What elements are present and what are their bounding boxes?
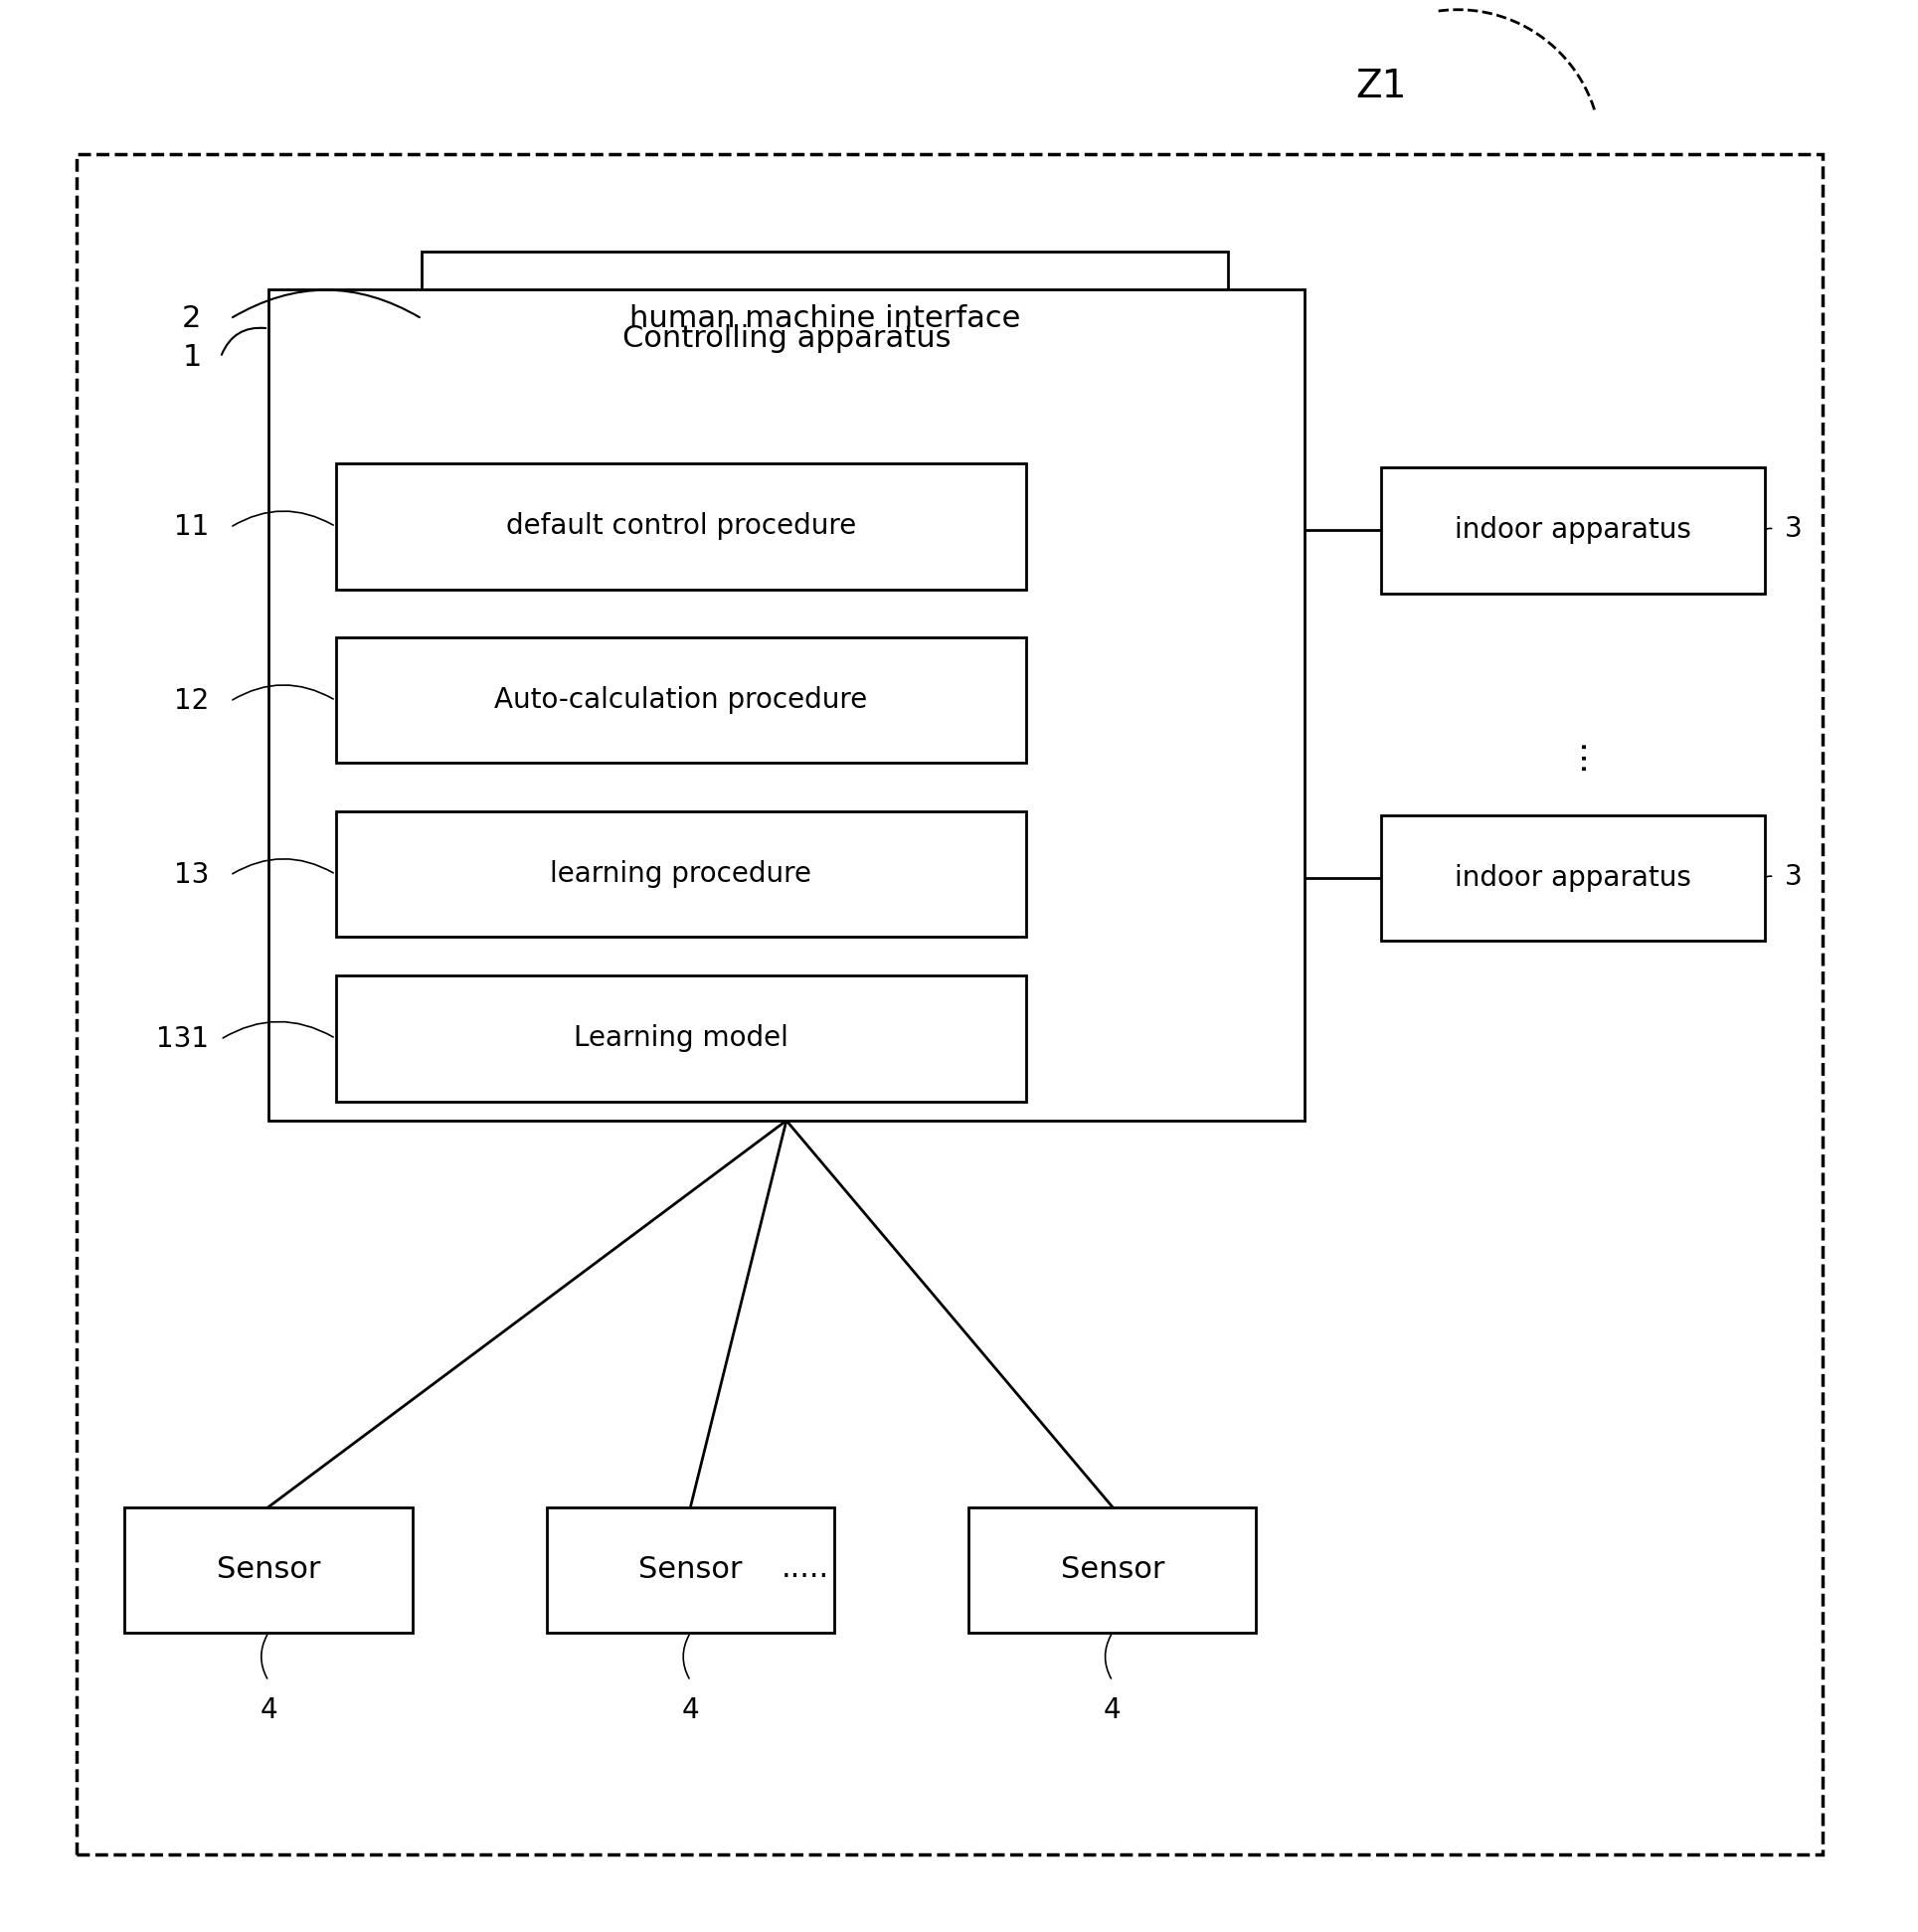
Text: indoor apparatus: indoor apparatus <box>1454 864 1692 893</box>
Text: Controlling apparatus: Controlling apparatus <box>621 325 951 352</box>
FancyBboxPatch shape <box>269 290 1304 1121</box>
FancyBboxPatch shape <box>336 976 1026 1101</box>
Text: Auto-calculation procedure: Auto-calculation procedure <box>495 686 867 715</box>
FancyBboxPatch shape <box>1381 815 1765 941</box>
Text: 131: 131 <box>155 1026 209 1053</box>
Text: 12: 12 <box>175 688 209 715</box>
Text: 11: 11 <box>175 514 209 541</box>
FancyBboxPatch shape <box>125 1507 412 1633</box>
Text: 3: 3 <box>1784 516 1803 543</box>
Text: 2: 2 <box>182 305 201 332</box>
Text: indoor apparatus: indoor apparatus <box>1454 516 1692 545</box>
FancyBboxPatch shape <box>422 251 1228 386</box>
Text: human machine interface: human machine interface <box>629 305 1020 332</box>
Text: Sensor: Sensor <box>217 1555 320 1584</box>
Text: 4: 4 <box>681 1696 700 1723</box>
FancyBboxPatch shape <box>336 638 1026 763</box>
Text: learning procedure: learning procedure <box>550 860 811 889</box>
FancyBboxPatch shape <box>77 155 1822 1855</box>
FancyBboxPatch shape <box>547 1507 834 1633</box>
Text: 13: 13 <box>175 862 209 889</box>
Text: 4: 4 <box>259 1696 278 1723</box>
Text: Z1: Z1 <box>1356 68 1406 106</box>
Text: Learning model: Learning model <box>573 1024 788 1053</box>
Text: .....: ..... <box>783 1555 829 1582</box>
Text: ...: ... <box>1555 736 1590 771</box>
FancyBboxPatch shape <box>336 464 1026 589</box>
FancyBboxPatch shape <box>1381 468 1765 593</box>
FancyBboxPatch shape <box>336 811 1026 937</box>
Text: Sensor: Sensor <box>639 1555 742 1584</box>
FancyBboxPatch shape <box>969 1507 1256 1633</box>
Text: default control procedure: default control procedure <box>506 512 855 541</box>
Text: 4: 4 <box>1103 1696 1122 1723</box>
Text: Sensor: Sensor <box>1061 1555 1164 1584</box>
Text: 1: 1 <box>182 344 201 371</box>
Text: 3: 3 <box>1784 864 1803 891</box>
